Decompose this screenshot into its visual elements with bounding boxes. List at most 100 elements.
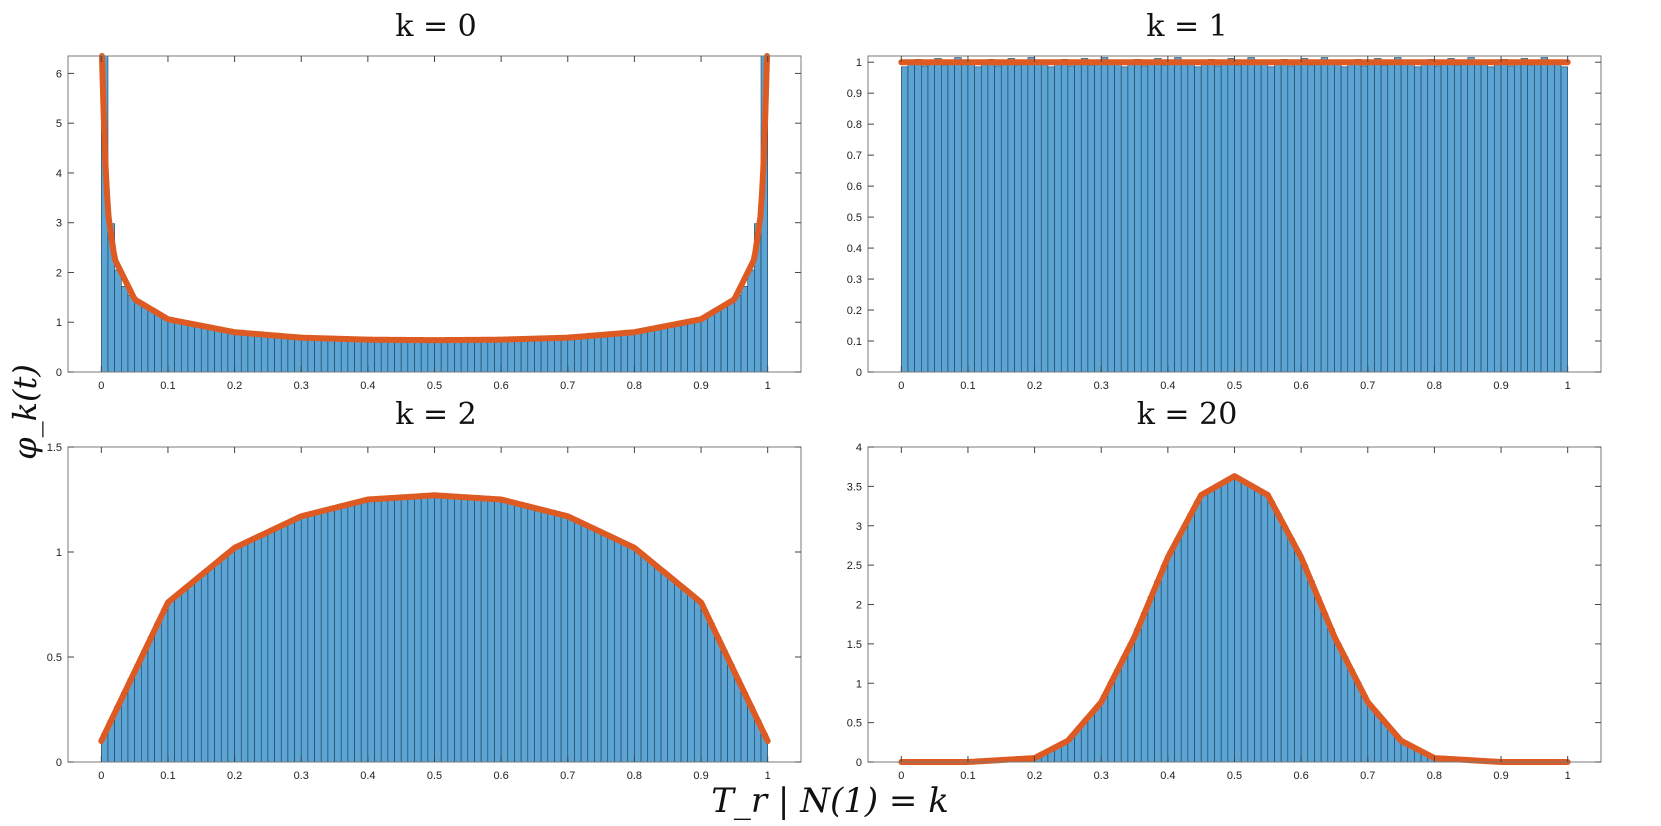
histogram-bar (334, 506, 342, 763)
histogram-bar (121, 286, 129, 373)
x-tick-label: 0.9 (693, 380, 708, 392)
histogram-bar (500, 339, 509, 373)
histogram-bar (620, 542, 629, 763)
y-tick-label: 2 (856, 600, 862, 612)
histogram-bar (1427, 59, 1435, 373)
histogram-bar (907, 62, 915, 373)
histogram-bar (1380, 64, 1389, 373)
histogram-bar (1047, 66, 1055, 373)
y-tick-label: 3 (856, 521, 862, 533)
x-tick-label: 1 (1565, 770, 1571, 782)
y-ticks: 0 0.5 1 1.5 2 2.5 3 3.5 4 (847, 442, 1601, 769)
histogram-bar (254, 333, 262, 373)
y-tick-label: 0.1 (847, 336, 862, 348)
histogram-bar (114, 269, 122, 373)
x-ticks: 0 0.1 0.2 0.3 0.4 0.5 0.6 0.7 0.8 0.9 1 (98, 56, 771, 392)
histogram-bar (1120, 656, 1129, 763)
histogram-bar (407, 496, 415, 763)
histogram-bar (380, 339, 389, 373)
histogram-bar (1000, 61, 1009, 373)
histogram-bar (1174, 57, 1182, 373)
histogram-bar (1227, 477, 1235, 763)
y-tick-label: 0.7 (847, 150, 862, 162)
histogram-bar (1247, 485, 1255, 763)
histogram-bar (1500, 59, 1509, 373)
histogram-bar (1214, 485, 1222, 763)
plot-frame (67, 55, 802, 373)
histogram-bar (1354, 59, 1362, 373)
histogram-bar (534, 508, 542, 763)
histogram-bar (1020, 60, 1029, 373)
histogram-bar (1227, 58, 1235, 373)
histogram-bar (1520, 58, 1529, 373)
histogram-bar (367, 498, 375, 763)
histogram-bar (1207, 59, 1215, 373)
y-tick-label: 1 (856, 678, 862, 690)
x-tick-label: 0.3 (1094, 380, 1109, 392)
histogram-bar (260, 334, 269, 373)
plot-area: 0 0.1 0.2 0.3 0.4 0.5 0.6 0.7 0.8 0.9 1 0 1 2 3 4 5 6 (56, 53, 802, 392)
x-tick-label: 0 (98, 380, 104, 392)
x-tick-label: 0.6 (493, 380, 508, 392)
histogram-bar (680, 588, 689, 763)
histogram-bar (580, 335, 589, 373)
histogram-bar (640, 329, 649, 373)
x-tick-label: 0.2 (227, 770, 242, 782)
histogram-bar (1187, 513, 1195, 763)
histogram-bar (567, 517, 575, 763)
histogram-bar (714, 309, 722, 373)
histogram-bar (1347, 62, 1355, 373)
x-tick-label: 0.5 (1227, 770, 1242, 782)
histogram-bar (147, 636, 155, 763)
histogram-bar (587, 335, 595, 373)
y-tick-label: 2 (56, 267, 62, 279)
x-tick-label: 0.1 (160, 770, 175, 782)
histogram-bar (960, 63, 969, 373)
histogram-bar (254, 536, 262, 763)
plot-area: 0 0.1 0.2 0.3 0.4 0.5 0.6 0.7 0.8 0.9 1 0 0.5 1 1.5 2 2.… (847, 442, 1602, 782)
histogram-bar (340, 338, 349, 373)
histogram-bar (1267, 500, 1275, 763)
y-tick-label: 3.5 (847, 481, 862, 493)
histogram-bar (387, 339, 395, 373)
histogram-bar (720, 305, 729, 373)
x-ticks: 0 0.1 0.2 0.3 0.4 0.5 0.6 0.7 0.8 0.9 1 (898, 56, 1571, 392)
x-tick-label: 0.5 (427, 380, 442, 392)
histogram-bar (1294, 61, 1302, 373)
histogram-bar (240, 332, 249, 373)
histogram-bar (400, 496, 409, 763)
histogram-bar (214, 561, 222, 763)
histogram-bar (1187, 60, 1195, 373)
histogram-bar (954, 57, 962, 373)
histogram-bar (147, 309, 155, 373)
density-curve (98, 492, 771, 744)
histogram-bar (1560, 66, 1568, 373)
y-ticks: 0 1 2 3 4 5 6 (56, 68, 801, 379)
histogram-bar (1320, 57, 1329, 373)
histogram-bar (707, 622, 715, 763)
histogram-bar (1220, 481, 1229, 763)
panel-k20: k = 20 0 0.1 0.2 0.3 0.4 0.5 0.6 0.7 0.8 0.9 1 0 0.5… (847, 397, 1602, 782)
histogram-bar (354, 501, 362, 763)
histogram-bar (174, 320, 182, 373)
histogram-bar (674, 323, 682, 373)
histogram-bar (347, 338, 355, 373)
x-tick-label: 0.4 (360, 380, 375, 392)
histogram-bar (687, 320, 695, 373)
histogram-bar (1540, 57, 1548, 373)
histogram-bar (1194, 66, 1202, 373)
histogram-bar (1274, 62, 1282, 373)
panel-title: k = 20 (1137, 397, 1238, 432)
histogram-bar (340, 505, 349, 763)
histogram-bar (347, 503, 355, 763)
histogram-bar (627, 545, 635, 763)
y-tick-label: 3 (56, 218, 62, 230)
x-tick-label: 0.4 (1160, 380, 1175, 392)
histogram-bar (447, 496, 455, 763)
histogram-bar (1340, 656, 1349, 763)
histogram-bar (1254, 63, 1262, 373)
histogram-bar (680, 322, 689, 373)
histogram-bar (1154, 580, 1162, 763)
histogram-bar (187, 323, 195, 373)
histogram-bar (1100, 57, 1109, 373)
